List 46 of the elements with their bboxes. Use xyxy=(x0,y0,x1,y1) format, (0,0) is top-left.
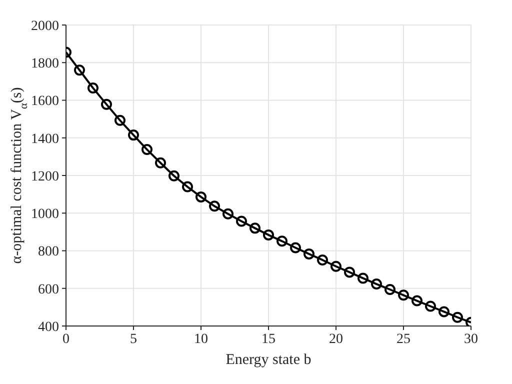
point xyxy=(88,82,98,94)
point xyxy=(182,181,193,192)
x-tick-label: 0 xyxy=(62,332,70,347)
point xyxy=(222,208,234,220)
point xyxy=(155,157,166,168)
point xyxy=(236,216,247,227)
x-tick-label: 20 xyxy=(329,332,343,347)
y-tick-label: 1800 xyxy=(31,56,59,72)
point xyxy=(304,248,314,260)
x-tick-label: 15 xyxy=(262,332,276,347)
point xyxy=(358,272,368,284)
point xyxy=(398,290,409,301)
point xyxy=(114,114,126,126)
y-tick-label: 1600 xyxy=(31,94,59,110)
point xyxy=(438,306,450,318)
x-tick-label: 25 xyxy=(396,332,410,347)
point xyxy=(371,278,382,290)
point xyxy=(425,300,436,312)
y-tick-label: 2000 xyxy=(31,18,59,34)
point xyxy=(142,144,152,156)
x-tick-label: 30 xyxy=(464,332,478,347)
point xyxy=(263,229,274,240)
point xyxy=(384,284,396,296)
point xyxy=(412,295,422,306)
y-tick-label: 800 xyxy=(38,244,59,260)
point xyxy=(330,260,342,272)
y-tick-label: 1000 xyxy=(31,207,59,222)
point xyxy=(128,130,139,141)
point xyxy=(74,64,85,76)
x-tick-label: 5 xyxy=(130,332,137,347)
y-tick-label: 1200 xyxy=(31,169,59,184)
point xyxy=(196,191,206,202)
y-tick-label: 400 xyxy=(38,320,59,335)
point xyxy=(276,236,288,247)
point xyxy=(290,242,301,254)
y-tick-label: 1400 xyxy=(31,132,59,147)
x-tick-label: 10 xyxy=(194,332,208,347)
point xyxy=(209,200,220,212)
point xyxy=(452,312,463,323)
x-axis-title: Energy state b xyxy=(226,352,312,368)
y-tick-label: 600 xyxy=(38,282,59,298)
point xyxy=(250,222,260,234)
point xyxy=(168,170,180,182)
point xyxy=(344,266,355,278)
point xyxy=(101,98,112,110)
point xyxy=(317,254,328,266)
